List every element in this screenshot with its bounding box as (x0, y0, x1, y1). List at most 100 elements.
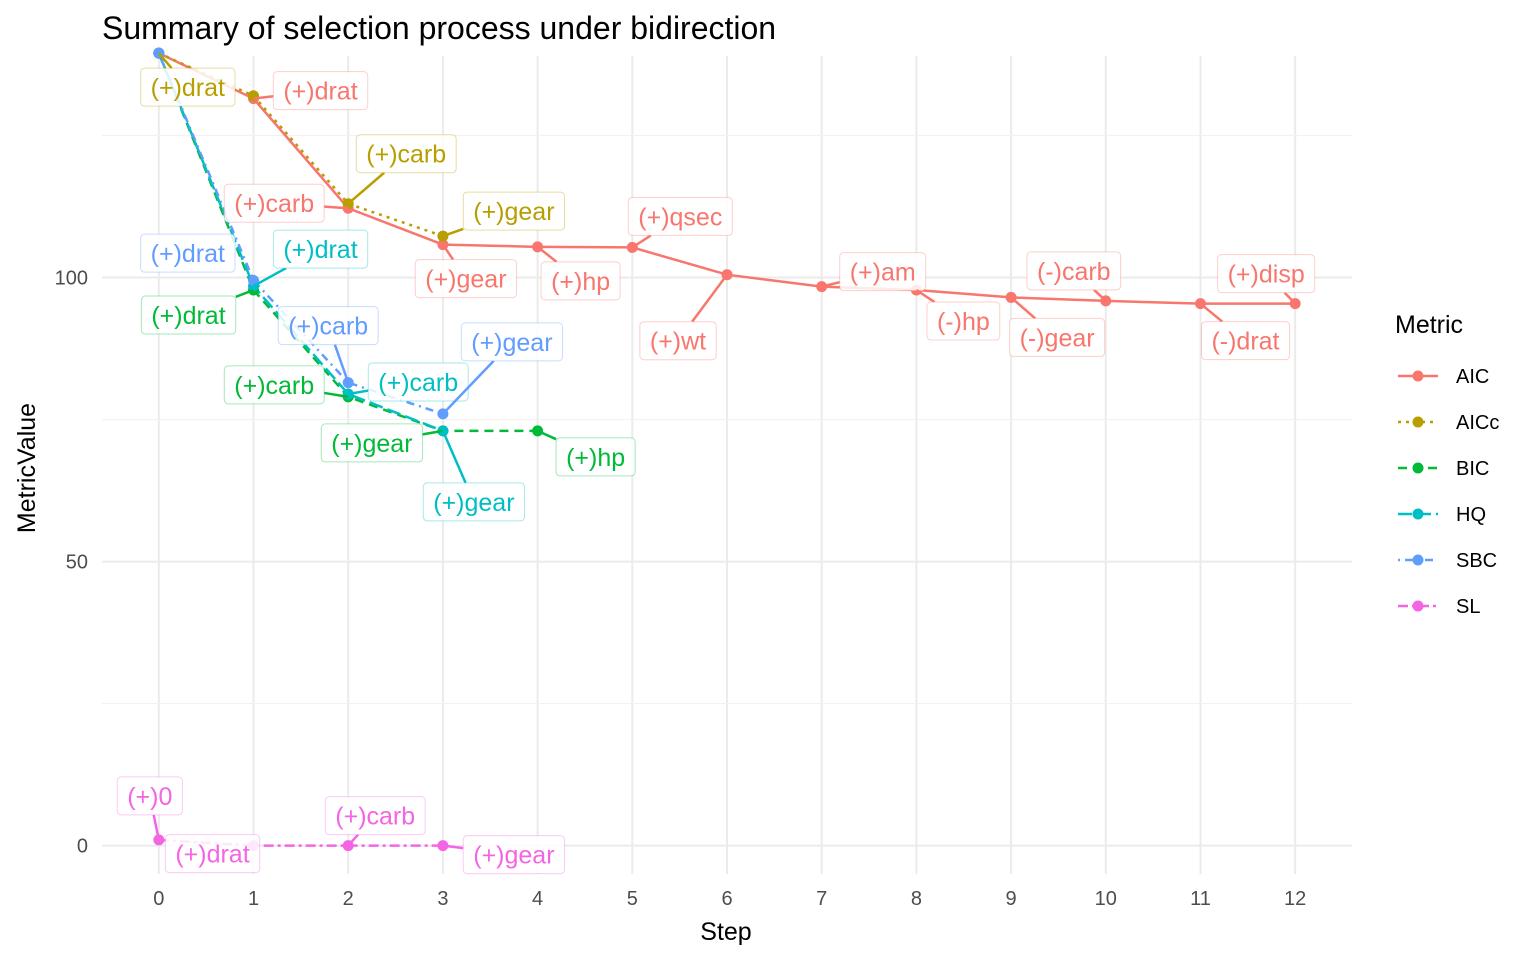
svg-text:(+)qsec: (+)qsec (638, 203, 722, 231)
svg-text:(+)gear: (+)gear (471, 329, 552, 357)
point-label-aic: (-)gear (1009, 296, 1106, 357)
label-leader-line (253, 94, 274, 100)
label-leader-line (347, 171, 385, 205)
legend-label: SBC (1456, 550, 1497, 572)
legend-item-sl: SL (1398, 596, 1480, 618)
label-leader-line (1010, 296, 1037, 320)
svg-text:(+)0: (+)0 (127, 783, 172, 811)
point-label-sl: (+)carb (324, 796, 426, 847)
legend-key-point (1412, 554, 1424, 566)
svg-text:(+)gear: (+)gear (433, 489, 514, 517)
svg-text:(+)carb: (+)carb (335, 803, 415, 831)
x-axis-title: Step (700, 918, 751, 946)
legend-item-sbc: SBC (1398, 550, 1497, 572)
point-label-aicc: (+)drat (140, 52, 236, 107)
svg-text:(+)drat: (+)drat (151, 74, 225, 102)
svg-text:(+)drat: (+)drat (283, 78, 357, 106)
legend: Metric AIC AICc BIC HQ SBC SL (1395, 311, 1499, 618)
label-leader-line (347, 833, 360, 847)
point-label-aic: (+)carb (223, 183, 349, 223)
point-label-aic: (-)carb (1026, 251, 1122, 302)
x-tick-label: 8 (911, 888, 922, 910)
label-leader-line (691, 273, 729, 323)
x-tick-label: 9 (1006, 888, 1017, 910)
svg-text:(-)drat: (-)drat (1211, 328, 1279, 356)
legend-key-point (1412, 600, 1424, 612)
svg-text:(+)drat: (+)drat (283, 236, 357, 264)
svg-text:(+)carb: (+)carb (288, 313, 368, 341)
point-label-hq: (+)gear (422, 430, 526, 522)
label-leader-line (1283, 291, 1297, 305)
svg-text:(+)gear: (+)gear (425, 266, 506, 294)
label-leader-line (333, 344, 350, 384)
svg-text:(-)gear: (-)gear (1020, 324, 1095, 352)
svg-text:(+)hp: (+)hp (551, 268, 610, 296)
svg-text:(+)gear: (+)gear (331, 430, 412, 458)
y-axis-title: MetricValue (13, 403, 41, 533)
label-leader-line (235, 288, 254, 299)
legend-label: AIC (1456, 366, 1489, 388)
point-label-sl: (+)0 (116, 776, 183, 841)
point-label-sbc: (+)carb (277, 306, 379, 384)
legend-item-aicc: AICc (1398, 412, 1499, 434)
label-leader-line (252, 266, 287, 288)
point-label-aic: (+)disp (1217, 254, 1316, 305)
legend-key-point (1412, 462, 1424, 474)
point-label-aic: (+)drat (253, 71, 369, 111)
point-label-sbc: (+)gear (442, 322, 564, 415)
x-tick-label: 10 (1095, 888, 1117, 910)
legend-label: SL (1456, 596, 1480, 618)
svg-text:(+)carb: (+)carb (234, 190, 314, 218)
x-tick-label: 4 (532, 888, 543, 910)
point-label-sl: (+)drat (164, 834, 261, 874)
svg-text:(+)drat: (+)drat (175, 841, 249, 869)
legend-label: HQ (1456, 504, 1486, 526)
label-leader-line (821, 280, 841, 288)
label-leader-line (442, 360, 495, 415)
label-leader-line (152, 814, 161, 841)
point-label-bic: (+)hp (537, 429, 636, 477)
label-leader-line (631, 234, 652, 249)
svg-text:(+)wt: (+)wt (650, 328, 706, 356)
x-tick-label: 5 (627, 888, 638, 910)
label-leader-line (323, 391, 349, 399)
point-label-aic: (+)hp (536, 245, 621, 301)
x-tick-label: 0 (153, 888, 164, 910)
label-leader-line (441, 430, 467, 484)
legend-label: AICc (1456, 412, 1499, 434)
svg-text:(+)hp: (+)hp (566, 444, 625, 472)
point-label-aic: (+)wt (639, 273, 729, 361)
label-leader-line (442, 227, 464, 238)
data-point-aicc (248, 90, 260, 102)
series-line-aicc (158, 52, 444, 238)
svg-text:(-)carb: (-)carb (1037, 258, 1111, 286)
point-labels: (+)drat (+)carb (+)gear (+)hp (+)qsec (+)wt (+… (116, 52, 1316, 875)
point-label-bic: (+)carb (223, 365, 349, 405)
point-label-aic: (+)gear (414, 243, 518, 299)
label-leader-line (442, 844, 464, 850)
label-leader-line (1093, 288, 1107, 302)
point-label-hq: (+)drat (252, 229, 369, 288)
svg-text:(-)hp: (-)hp (937, 308, 990, 336)
svg-text:(+)carb: (+)carb (234, 372, 314, 400)
x-tick-label: 1 (248, 888, 259, 910)
legend-item-bic: BIC (1398, 458, 1489, 480)
point-label-aicc: (+)gear (442, 191, 566, 238)
legend-key-point (1412, 508, 1424, 520)
svg-text:(+)carb: (+)carb (378, 369, 458, 397)
point-label-aic: (+)am (821, 252, 927, 292)
label-leader-line (157, 52, 173, 69)
svg-text:(+)gear: (+)gear (473, 198, 554, 226)
legend-item-aic: AIC (1398, 366, 1489, 388)
point-label-bic: (+)gear (320, 423, 444, 463)
label-leader-line (324, 205, 349, 210)
legend-label: BIC (1456, 458, 1489, 480)
svg-text:(+)drat: (+)drat (151, 302, 225, 330)
point-label-aic: (+)qsec (627, 196, 733, 249)
legend-key-point (1412, 416, 1424, 428)
x-tick-label: 2 (343, 888, 354, 910)
label-leader-line (422, 429, 444, 436)
x-tick-label: 3 (437, 888, 448, 910)
label-leader-line (1199, 302, 1224, 323)
chart-title: Summary of selection process under bidir… (102, 10, 776, 46)
